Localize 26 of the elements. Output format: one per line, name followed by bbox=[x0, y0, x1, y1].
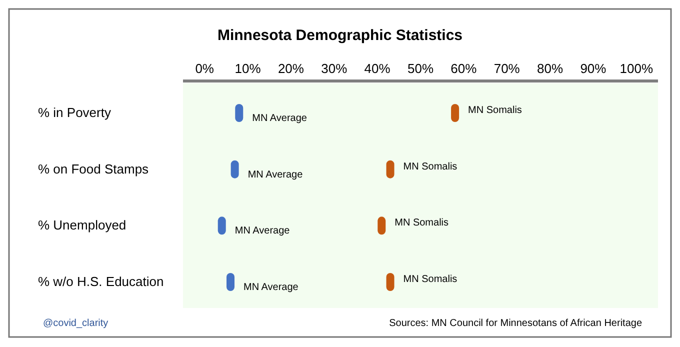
text: MN Average bbox=[244, 282, 298, 293]
text: @covid_clarity bbox=[43, 318, 108, 329]
text: MN Somalis bbox=[394, 218, 449, 229]
chart-title: Minnesota Demographic Statistics bbox=[217, 27, 463, 44]
x-tick-label: 0% bbox=[195, 61, 214, 76]
text: MN Average bbox=[248, 169, 303, 180]
text: MN Somalis bbox=[403, 274, 458, 285]
x-tick-label: 70% bbox=[494, 61, 520, 76]
y-tick-label: % in Poverty bbox=[38, 105, 112, 120]
x-tick-label: 20% bbox=[278, 61, 304, 76]
y-tick-label: % Unemployed bbox=[38, 218, 126, 233]
series-label: MN Somalis bbox=[468, 105, 522, 116]
x-tick-label: 60% bbox=[450, 61, 478, 76]
x-tick-label: 10% bbox=[234, 61, 262, 76]
x-tick-label: 100% bbox=[620, 61, 654, 76]
text: MN Somalis bbox=[403, 161, 458, 172]
text: MN Average bbox=[234, 226, 290, 237]
x-tick-label: 40% bbox=[364, 61, 391, 76]
y-tick-label: % on Food Stamps bbox=[38, 161, 150, 176]
source-note: Sources: MN Council for Minnesotans of African Heritage bbox=[389, 318, 642, 329]
x-tick-label: 90% bbox=[580, 61, 607, 76]
x-tick-label: 80% bbox=[537, 61, 564, 76]
x-tick-label: 30% bbox=[321, 61, 348, 76]
x-tick-label: 50% bbox=[407, 61, 434, 76]
series-label: MN Average bbox=[252, 113, 308, 124]
y-tick-label: % w/o H.S. Education bbox=[38, 274, 164, 289]
